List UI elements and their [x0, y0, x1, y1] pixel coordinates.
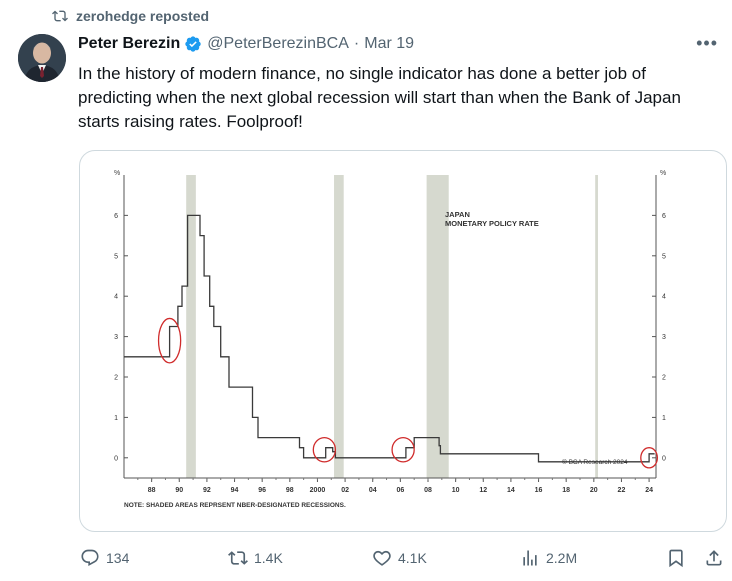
- like-count: 4.1K: [398, 550, 427, 566]
- share-button[interactable]: [704, 548, 724, 568]
- repost-button[interactable]: 1.4K: [228, 548, 283, 568]
- chart-title: JAPAN MONETARY POLICY RATE: [445, 210, 539, 228]
- chart-svg: 0 01 12 23 34 45 56 688 90 92 94 96 98 2000 02 04 06 08 10…: [114, 170, 666, 509]
- recession-band: [334, 175, 344, 478]
- y-tick-label: 3: [662, 334, 666, 341]
- like-button[interactable]: 4.1K: [372, 548, 427, 568]
- author-name[interactable]: Peter Berezin: [78, 35, 181, 52]
- action-bar: 134 1.4K 4.1K 2.2M: [0, 548, 732, 572]
- y-tick-label: 6: [114, 213, 118, 220]
- views-icon: [523, 550, 537, 566]
- x-tick-label: 20: [590, 487, 598, 494]
- x-tick-label: 98: [286, 487, 294, 494]
- y-tick-label: 5: [662, 253, 666, 260]
- highlight-circle: [391, 436, 415, 463]
- reply-count: 134: [106, 550, 130, 566]
- x-tick-label: 14: [507, 487, 515, 494]
- y-unit-left: %: [114, 170, 120, 177]
- x-tick-label: 08: [424, 487, 432, 494]
- tweet-header: Peter Berezin @PeterBerezinBCA · Mar 19: [78, 35, 414, 53]
- chart-source: © BCA Research 2024: [562, 458, 628, 466]
- repost-icon: [228, 551, 248, 565]
- highlight-circle: [640, 447, 659, 469]
- policy-rate-line: [124, 214, 655, 463]
- chart-image[interactable]: 0 0 1 1 2 2 3 3 4 4 5 5 6 6 88 90 92 94 96 98 2000 02 04 06 08 10…: [79, 150, 727, 532]
- more-icon[interactable]: •••: [696, 33, 718, 53]
- dot-separator: ·: [353, 35, 360, 52]
- x-tick-label: 06: [396, 487, 404, 494]
- y-tick-label: 5: [114, 253, 118, 260]
- views-count: 2.2M: [546, 550, 578, 566]
- repost-indicator[interactable]: zerohedge reposted: [52, 8, 209, 24]
- x-tick-label: 02: [341, 487, 349, 494]
- y-tick-label: 2: [114, 375, 118, 382]
- x-tick-label: 22: [618, 487, 626, 494]
- x-tick-label: 94: [231, 487, 239, 494]
- x-tick-label: 96: [258, 487, 266, 494]
- recession-band: [426, 175, 449, 478]
- x-tick-label: 2000: [310, 487, 326, 494]
- views-button[interactable]: 2.2M: [520, 548, 577, 568]
- y-tick-label: 3: [114, 334, 118, 341]
- tweet-text: In the history of modern finance, no sin…: [78, 64, 681, 131]
- x-tick-label: 18: [562, 487, 570, 494]
- highlight-circle: [157, 317, 182, 364]
- recession-band: [595, 175, 598, 478]
- recession-band: [186, 175, 196, 478]
- verified-badge-icon[interactable]: [184, 35, 202, 53]
- y-tick-label: 6: [662, 213, 666, 220]
- share-icon: [706, 550, 722, 566]
- y-tick-label: 0: [114, 455, 118, 462]
- x-tick-label: 10: [452, 487, 460, 494]
- y-tick-label: 4: [114, 294, 118, 301]
- x-tick-label: 04: [369, 487, 377, 494]
- x-tick-label: 24: [645, 487, 653, 494]
- heart-icon: [373, 550, 391, 566]
- repost-icon: [52, 10, 68, 22]
- x-tick-label: 88: [148, 487, 156, 494]
- reply-icon: [81, 549, 99, 566]
- avatar[interactable]: [18, 34, 66, 82]
- x-tick-label: 92: [203, 487, 211, 494]
- repost-label: zerohedge reposted: [76, 8, 210, 24]
- chart-note: NOTE: SHADED AREAS REPRSENT NBER-DESIGNA…: [124, 502, 346, 509]
- y-tick-label: 0: [662, 455, 666, 462]
- x-tick-label: 90: [175, 487, 183, 494]
- reply-button[interactable]: 134: [80, 548, 129, 568]
- author-handle[interactable]: @PeterBerezinBCA: [207, 35, 349, 52]
- highlight-circle: [312, 436, 337, 463]
- avatar-image: [18, 34, 66, 82]
- y-tick-label: 1: [114, 415, 118, 422]
- x-tick-label: 12: [479, 487, 487, 494]
- bookmark-icon: [669, 549, 683, 568]
- y-unit-right: %: [660, 170, 666, 177]
- x-tick-label: 16: [535, 487, 543, 494]
- post-date[interactable]: Mar 19: [364, 35, 415, 52]
- repost-count: 1.4K: [254, 550, 283, 566]
- bookmark-button[interactable]: [666, 548, 686, 568]
- y-tick-label: 4: [662, 294, 666, 301]
- y-tick-label: 2: [662, 375, 666, 382]
- y-tick-label: 1: [662, 415, 666, 422]
